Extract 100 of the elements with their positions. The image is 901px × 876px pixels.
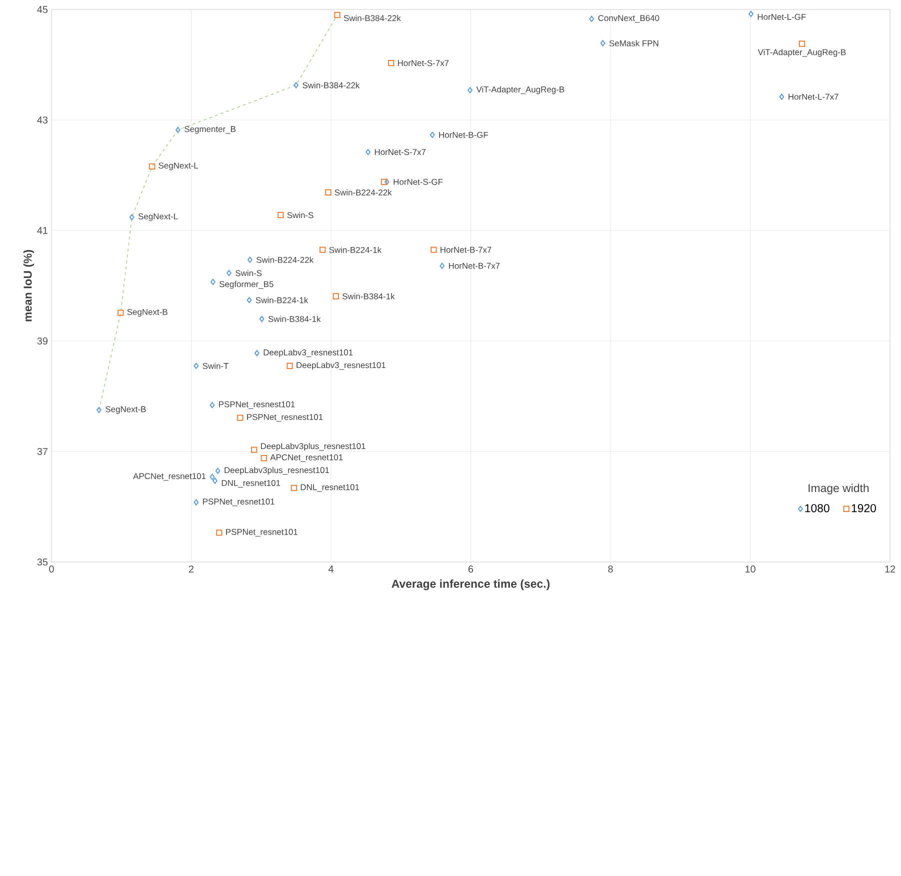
point [589,16,594,22]
annotation: DNL_resnet101 [222,480,280,488]
annotation: DeepLabv3_resnest101 [264,349,353,358]
annotation: HorNet-S-7x7 [374,149,426,156]
annotation: Swin-B384-22k [302,82,360,88]
point [440,262,445,269]
y-tick-label: 37 [37,448,48,456]
annotation: Segformer_B5 [220,280,274,289]
annotation: HorNet-S-GF [394,178,443,185]
point [748,10,754,17]
point [430,246,437,253]
x-tick-label: 6 [468,566,474,573]
annotation: Swin-T [202,362,228,369]
legend-title: Image width [808,484,869,494]
annotation: Swin-S [287,212,314,218]
y-tick-label: 43 [37,116,48,124]
point [176,126,180,134]
x-tick-label: 2 [188,566,194,572]
annotation: SegNext-B [127,308,168,317]
annotation: APCNet_resnet101 [133,473,206,481]
point [210,402,215,408]
annotation: APCNet_resnet101 [270,454,343,462]
annotation: Swin-B224-1k [329,246,382,253]
point [384,178,390,185]
point [254,350,260,356]
point [600,40,606,46]
point [237,414,244,421]
annotation: HorNet-B-GF [439,132,488,138]
x-tick-label: 8 [608,566,613,573]
point [779,94,784,100]
point [290,484,298,492]
annotation: HorNet-S-7x7 [398,60,449,66]
annotation: PSPNet_resnet101 [203,498,274,506]
point [194,362,199,369]
annotation: Swin-S [236,270,262,276]
point [334,12,340,18]
y-tick-label: 41 [37,227,48,234]
point [286,362,293,369]
point [468,87,472,94]
annotation: PSPNet_resnest101 [247,414,323,422]
y-tick-label: 35 [37,558,48,566]
annotation: HorNet-B-7x7 [440,246,492,253]
point [226,270,232,276]
point [149,163,156,170]
annotation: Swin-B224-22k [256,256,314,263]
annotation: HorNet-B-7x7 [448,262,500,269]
annotation: SegNext-L [158,162,198,170]
point [248,256,252,263]
x-tick-label: 4 [328,566,334,572]
point [212,478,218,484]
legend-label: 1920 [852,504,876,512]
x-tick-label: 12 [885,566,896,572]
point [320,246,326,253]
annotation: ViT-Adapter_AugReg-B [476,86,564,94]
annotation: HorNet-L-7x7 [788,94,838,100]
annotation: DeepLabv3plus_resnest101 [261,442,366,451]
legend-label: 1080 [805,504,830,512]
point [215,468,220,474]
annotation: HorNet-L-GF [758,14,806,20]
point [366,148,370,156]
point [118,310,124,316]
point [210,278,216,285]
annotation: Swin-B224-1k [256,296,308,304]
y-tick-label: 39 [37,337,48,345]
annotation: DNL_resnet101 [300,484,360,492]
point [246,297,252,304]
point [294,82,299,88]
annotation: DeepLabv3plus_resnest101 [224,466,330,475]
annotation: PSPNet_resnet101 [226,528,298,537]
x-axis-title: Average inference time (sec.) [392,579,550,590]
annotation: ViT-Adapter_AugReg-B [758,48,846,57]
x-tick-label: 0 [49,566,54,573]
point [96,406,102,414]
point [216,530,222,536]
point [798,40,806,47]
point [388,60,394,66]
annotation: Swin-B384-22k [344,14,401,22]
annotation: ConvNext_B640 [598,15,660,23]
annotation: DeepLabv3_resnest101 [296,362,386,370]
x-tick-label: 10 [745,566,756,573]
annotation: Swin-B384-1k [268,316,321,322]
point [194,499,199,506]
point [381,178,388,185]
point [210,474,215,480]
annotation: SeMask FPN [609,40,658,46]
annotation: Swin-B224-22k [334,189,392,196]
annotation: Segmenter_B [184,126,236,134]
annotation: PSPNet_resnest101 [219,401,295,409]
annotation: SegNext-B [106,406,146,414]
annotation: SegNext-L [138,213,178,222]
point [332,293,339,300]
point [251,446,258,453]
annotation: Swin-B384-1k [342,293,395,300]
y-axis-title: mean IoU (%) [23,250,34,322]
point [278,212,284,218]
point [325,189,332,196]
point [260,455,268,462]
point [430,132,435,138]
point [129,214,134,220]
point [259,316,264,322]
